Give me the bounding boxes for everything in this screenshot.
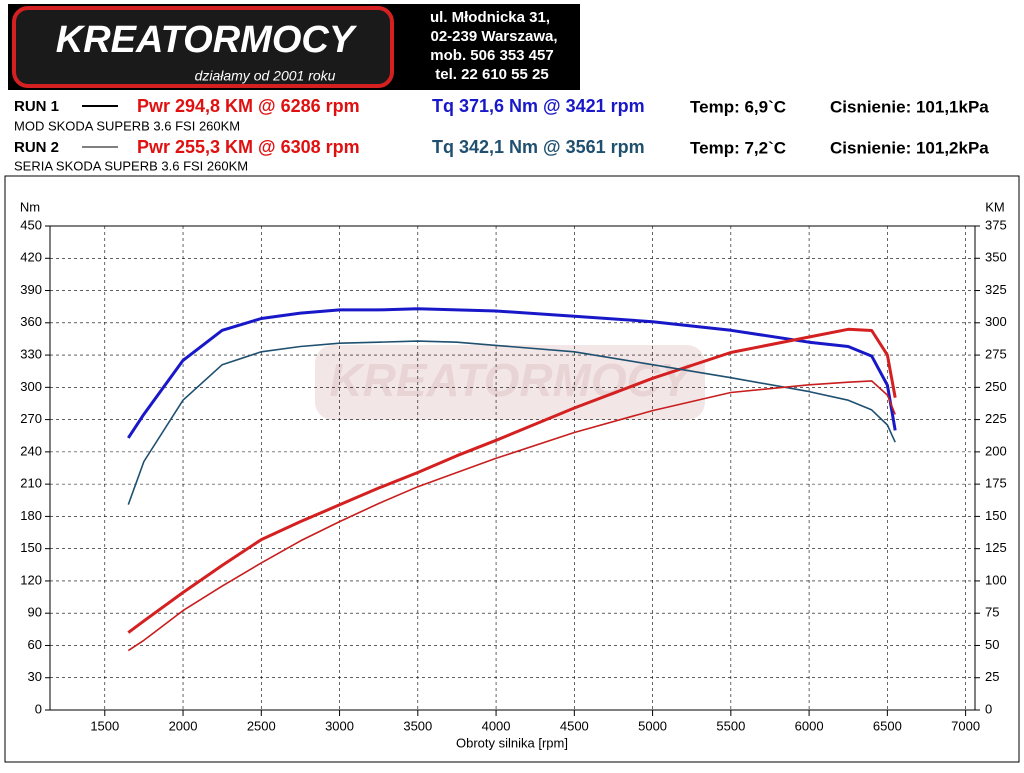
y-tick-label: 90 <box>28 605 42 620</box>
y-tick-label: 30 <box>28 669 42 684</box>
curve <box>127 327 897 634</box>
run-power: Pwr 294,8 KM @ 6286 rpm <box>137 96 360 116</box>
y-tick-label: 270 <box>20 411 42 426</box>
y-tick-label: 360 <box>20 314 42 329</box>
run-power: Pwr 255,3 KM @ 6308 rpm <box>137 137 360 157</box>
x-axis-title: Obroty silnika [rpm] <box>456 735 568 750</box>
y-tick-label: 210 <box>20 476 42 491</box>
y-tick-label: 390 <box>20 282 42 297</box>
y2-tick-label: 50 <box>985 637 999 652</box>
y2-tick-label: 350 <box>985 250 1007 265</box>
y2-tick-label: 150 <box>985 508 1007 523</box>
watermark-bg <box>315 345 705 420</box>
y2-tick-label: 125 <box>985 540 1007 555</box>
x-tick-label: 6000 <box>795 718 824 733</box>
slogan: działamy od 2001 roku <box>195 68 336 84</box>
run-temp: Temp: 7,2`C <box>690 138 786 157</box>
run-label: RUN 1 <box>14 98 59 115</box>
curve <box>127 340 896 505</box>
address-line: tel. 22 610 55 25 <box>435 66 548 83</box>
y-tick-label: 420 <box>20 250 42 265</box>
run-desc: SERIA SKODA SUPERB 3.6 FSI 260KM <box>14 158 248 173</box>
x-tick-label: 2500 <box>247 718 276 733</box>
y-tick-label: 0 <box>35 701 42 716</box>
run-torque: Tq 371,6 Nm @ 3421 rpm <box>432 96 645 116</box>
run-pressure: Cisnienie: 101,1kPa <box>830 97 989 116</box>
x-tick-label: 1500 <box>90 718 119 733</box>
y-tick-label: 150 <box>20 540 42 555</box>
address-line: mob. 506 353 457 <box>430 47 553 64</box>
y2-tick-label: 300 <box>985 314 1007 329</box>
y-tick-label: 60 <box>28 637 42 652</box>
x-tick-label: 4000 <box>482 718 511 733</box>
y-tick-label: 240 <box>20 443 42 458</box>
x-tick-label: 7000 <box>951 718 980 733</box>
y2-tick-label: 100 <box>985 572 1007 587</box>
x-tick-label: 5000 <box>638 718 667 733</box>
address-line: 02-239 Warszawa, <box>430 28 557 45</box>
x-tick-label: 2000 <box>169 718 198 733</box>
x-tick-label: 6500 <box>873 718 902 733</box>
y2-tick-label: 375 <box>985 217 1007 232</box>
y2-tick-label: 200 <box>985 443 1007 458</box>
y2-tick-label: 275 <box>985 347 1007 362</box>
y2-axis-title: KM <box>985 199 1005 214</box>
y-tick-label: 450 <box>20 217 42 232</box>
y-tick-label: 330 <box>20 347 42 362</box>
run-pressure: Cisnienie: 101,2kPa <box>830 138 989 157</box>
y2-tick-label: 25 <box>985 669 999 684</box>
y-tick-label: 300 <box>20 379 42 394</box>
plot-area <box>49 225 976 711</box>
y2-tick-label: 250 <box>985 379 1007 394</box>
address-line: ul. Młodnicka 31, <box>430 9 550 26</box>
run-temp: Temp: 6,9`C <box>690 97 786 116</box>
chart-frame <box>4 175 1020 763</box>
y-tick-label: 180 <box>20 508 42 523</box>
run-label: RUN 2 <box>14 139 59 156</box>
logo-frame <box>12 6 394 88</box>
y2-tick-label: 325 <box>985 282 1007 297</box>
x-tick-label: 4500 <box>560 718 589 733</box>
run-desc: MOD SKODA SUPERB 3.6 FSI 260KM <box>14 118 240 133</box>
y-axis-title: Nm <box>20 199 40 214</box>
y2-tick-label: 175 <box>985 476 1007 491</box>
logo: KREATORMOCY <box>56 19 358 61</box>
y2-tick-label: 225 <box>985 411 1007 426</box>
run-torque: Tq 342,1 Nm @ 3561 rpm <box>432 137 645 157</box>
curve <box>127 380 896 652</box>
curve <box>127 307 897 439</box>
y-tick-label: 120 <box>20 572 42 587</box>
y2-tick-label: 0 <box>985 701 992 716</box>
x-tick-label: 3500 <box>403 718 432 733</box>
y2-tick-label: 75 <box>985 605 999 620</box>
x-tick-label: 3000 <box>325 718 354 733</box>
x-tick-label: 5500 <box>716 718 745 733</box>
watermark: KREATORMOCY <box>329 354 695 406</box>
